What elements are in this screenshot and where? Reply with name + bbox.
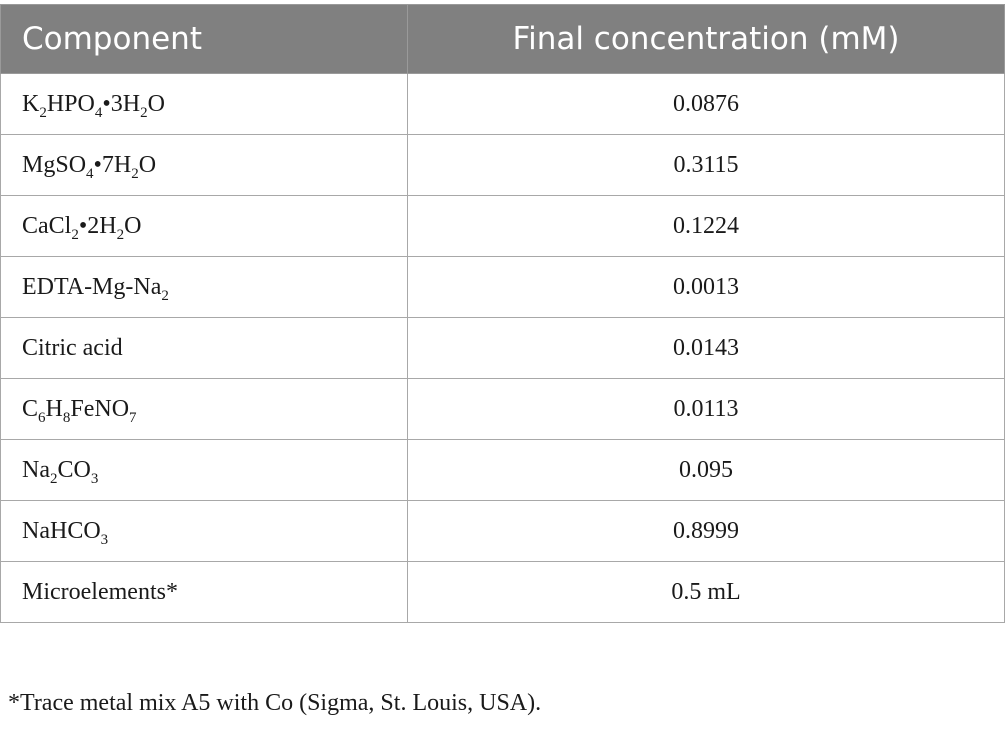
component-cell: Na2CO3 — [0, 439, 408, 501]
component-cell: K2HPO4•3H2O — [0, 73, 408, 135]
concentration-cell: 0.8999 — [407, 500, 1005, 562]
component-subscript: 8 — [62, 409, 71, 426]
concentration-cell: 0.3115 — [407, 134, 1005, 196]
table-row: Citric acid 0.0143 — [0, 317, 1005, 379]
table-body: K2HPO4•3H2O 0.0876 MgSO4•7H2O 0.3115 CaCl2•2… — [0, 73, 1005, 623]
component-cell: CaCl2•2H2O — [0, 195, 408, 257]
table-row: Na2CO3 0.095 — [0, 439, 1005, 501]
component-subscript: 2 — [116, 226, 125, 243]
component-text: Citric acid — [22, 334, 123, 361]
component-text: C — [22, 395, 39, 422]
table-row: CaCl2•2H2O 0.1224 — [0, 195, 1005, 257]
component-text: NaHCO — [22, 517, 101, 544]
component-text: O — [138, 151, 157, 178]
component-cell: EDTA-Mg-Na2 — [0, 256, 408, 318]
component-subscript: 2 — [71, 226, 79, 243]
component-text: •7H — [93, 151, 132, 178]
component-subscript: 2 — [140, 104, 148, 121]
component-text: •3H — [102, 90, 141, 117]
component-text: FeNO — [70, 395, 130, 422]
component-subscript: 3 — [90, 470, 99, 487]
header-final-concentration: Final concentration (mM) — [407, 4, 1005, 74]
component-text: H — [45, 395, 63, 422]
component-text: O — [124, 212, 142, 239]
concentration-cell: 0.0876 — [407, 73, 1005, 135]
component-subscript: 4 — [86, 165, 94, 182]
concentration-cell: 0.5 mL — [407, 561, 1005, 623]
concentration-cell: 0.095 — [407, 439, 1005, 501]
component-text: K — [22, 90, 40, 117]
table-row: C6H8FeNO7 0.0113 — [0, 378, 1005, 440]
media-composition-table: Component Final concentration (mM) K2HPO… — [0, 4, 1005, 623]
concentration-cell: 0.0113 — [407, 378, 1005, 440]
header-row: Component Final concentration (mM) — [0, 4, 1005, 74]
component-subscript: 2 — [161, 287, 169, 304]
component-text: MgSO — [22, 151, 87, 178]
header-component: Component — [0, 4, 408, 74]
component-subscript: 4 — [94, 104, 103, 121]
component-cell: NaHCO3 — [0, 500, 408, 562]
component-cell: MgSO4•7H2O — [0, 134, 408, 196]
component-text: CaCl — [22, 212, 72, 239]
component-text: HPO — [46, 90, 95, 117]
component-text: O — [147, 90, 165, 117]
table-footnote: *Trace metal mix A5 with Co (Sigma, St. … — [8, 690, 542, 716]
concentration-cell: 0.0143 — [407, 317, 1005, 379]
component-subscript: 7 — [129, 409, 137, 426]
component-text: EDTA-Mg-Na — [22, 273, 162, 300]
table-row: Microelements* 0.5 mL — [0, 561, 1005, 623]
component-subscript: 6 — [38, 409, 46, 426]
table-row: NaHCO3 0.8999 — [0, 500, 1005, 562]
component-text: •2H — [78, 212, 117, 239]
concentration-cell: 0.1224 — [407, 195, 1005, 257]
component-text: Na — [22, 456, 50, 483]
table-row: MgSO4•7H2O 0.3115 — [0, 134, 1005, 196]
concentration-cell: 0.0013 — [407, 256, 1005, 318]
component-subscript: 2 — [39, 104, 47, 121]
component-subscript: 3 — [100, 531, 109, 548]
component-subscript: 2 — [131, 165, 139, 182]
table-row: K2HPO4•3H2O 0.0876 — [0, 73, 1005, 135]
component-cell: Microelements* — [0, 561, 408, 623]
component-text: CO — [57, 456, 91, 483]
table-row: EDTA-Mg-Na2 0.0013 — [0, 256, 1005, 318]
component-subscript: 2 — [49, 470, 58, 487]
component-cell: C6H8FeNO7 — [0, 378, 408, 440]
component-cell: Citric acid — [0, 317, 408, 379]
component-text: Microelements* — [22, 578, 178, 605]
table-header: Component Final concentration (mM) — [0, 4, 1005, 74]
